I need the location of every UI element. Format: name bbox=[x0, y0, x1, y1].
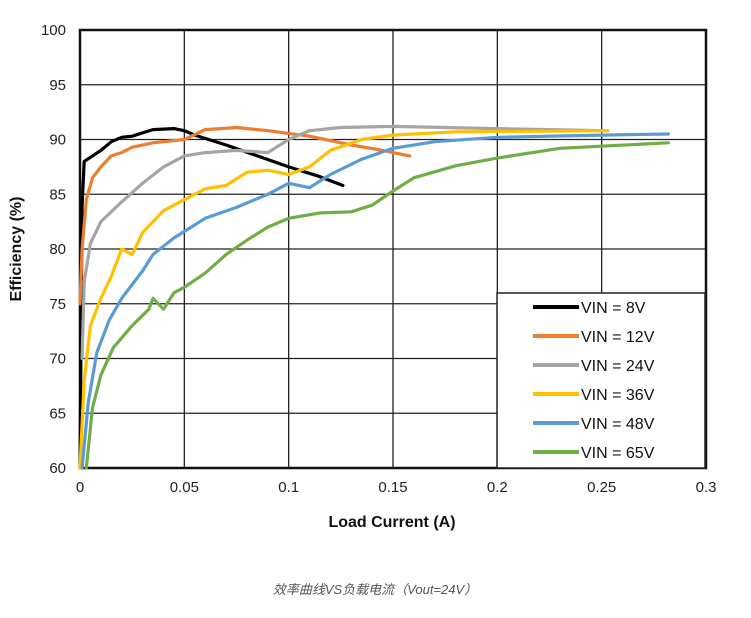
legend-box bbox=[496, 292, 706, 469]
x-axis-label: Load Current (A) bbox=[328, 514, 455, 531]
series-line-36v bbox=[78, 129, 610, 470]
plot-border bbox=[78, 28, 708, 470]
legend-label: VIN = 65V bbox=[581, 445, 655, 462]
x-tick-label: 0.3 bbox=[696, 479, 717, 496]
legend-label: VIN = 8V bbox=[581, 300, 646, 317]
y-tick-label: 90 bbox=[49, 132, 66, 149]
series-line-12v bbox=[78, 125, 412, 306]
y-tick-label: 100 bbox=[41, 22, 66, 39]
y-tick-label: 85 bbox=[49, 186, 66, 203]
x-tick-label: 0.2 bbox=[487, 479, 508, 496]
grid bbox=[78, 28, 708, 470]
caption: 效率曲线VS负载电流（Vout=24V） bbox=[273, 582, 477, 597]
legend-label: VIN = 24V bbox=[581, 358, 655, 375]
x-tick-label: 0.15 bbox=[378, 479, 407, 496]
y-tick-label: 70 bbox=[49, 351, 66, 368]
legend-label: VIN = 48V bbox=[581, 416, 655, 433]
y-tick-label: 80 bbox=[49, 241, 66, 258]
x-tick-label: 0 bbox=[76, 479, 84, 496]
x-tick-label: 0.05 bbox=[170, 479, 199, 496]
y-tick-label: 75 bbox=[49, 296, 66, 313]
series-line-65v bbox=[84, 141, 670, 470]
series-line-48v bbox=[80, 132, 670, 470]
y-tick-label: 60 bbox=[49, 460, 66, 477]
x-tick-label: 0.1 bbox=[278, 479, 299, 496]
legend: VIN = 8V VIN = 12V VIN = 24V VIN = 36V VIN =… bbox=[496, 292, 706, 469]
series-line-8v bbox=[78, 127, 345, 470]
series-lines bbox=[78, 124, 670, 470]
y-tick-label: 65 bbox=[49, 405, 66, 422]
y-tick-label: 95 bbox=[49, 77, 66, 94]
legend-label: VIN = 12V bbox=[581, 329, 655, 346]
x-tick-label: 0.25 bbox=[587, 479, 616, 496]
series-line-24v bbox=[80, 124, 608, 361]
legend-label: VIN = 36V bbox=[581, 387, 655, 404]
y-axis-label: Efficiency (%) bbox=[8, 197, 25, 302]
tick-labels: 0 0.05 0.1 0.15 0.2 0.25 0.3 60 65 70 75 80 85 90 95 10… bbox=[41, 22, 716, 496]
